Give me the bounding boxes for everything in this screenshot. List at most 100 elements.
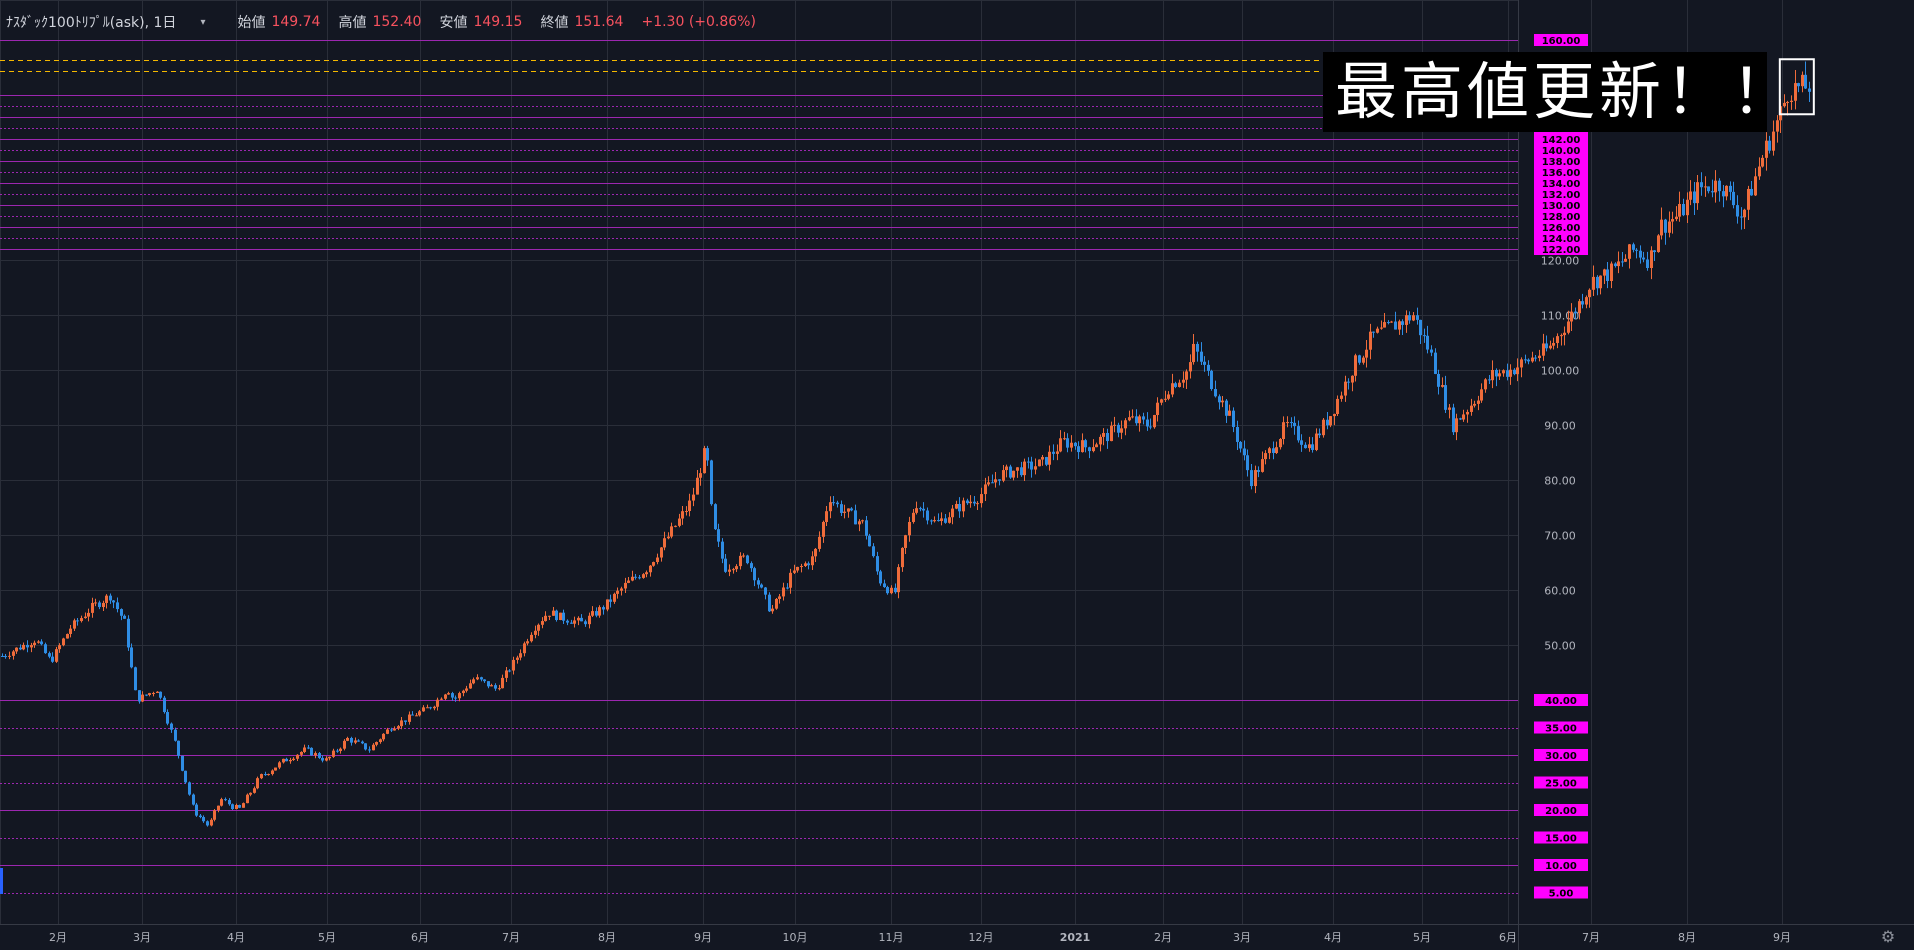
- candle-body: [436, 699, 439, 707]
- candle-body: [1070, 442, 1073, 448]
- candle-body: [1081, 440, 1084, 453]
- level-label-bg: [1534, 694, 1588, 706]
- candle-body: [703, 448, 706, 474]
- candle-body: [1102, 432, 1105, 437]
- candle-body: [1045, 457, 1048, 465]
- candle-body: [915, 508, 918, 513]
- candle-body: [1524, 359, 1527, 361]
- candle-body: [526, 641, 529, 644]
- candle-body: [1347, 381, 1350, 383]
- candle-body: [858, 521, 861, 525]
- candle-body: [1149, 426, 1152, 428]
- candle-body: [692, 494, 695, 501]
- candle-body: [897, 567, 900, 593]
- candle-body: [109, 595, 112, 601]
- candle-body: [195, 804, 198, 816]
- candle-body: [1570, 311, 1573, 322]
- level-label: 138.00: [1542, 157, 1581, 168]
- candle-body: [1358, 355, 1361, 363]
- candle-body: [390, 729, 393, 731]
- candle-body: [253, 788, 256, 793]
- candle-body: [1635, 249, 1638, 251]
- candle-body: [163, 697, 166, 713]
- candle-body: [138, 690, 141, 702]
- candle-body: [1110, 425, 1113, 442]
- candle-body: [868, 535, 871, 547]
- candle-body: [508, 670, 511, 672]
- candle-body: [645, 572, 648, 575]
- candle-body: [1117, 424, 1120, 433]
- candle-body: [1189, 362, 1192, 372]
- candle-body: [750, 563, 753, 569]
- chevron-down-icon[interactable]: ▾: [200, 16, 206, 28]
- candle-body: [116, 602, 119, 610]
- candle-body: [1689, 191, 1692, 200]
- candle-body: [487, 681, 490, 687]
- candle-body: [1484, 379, 1487, 390]
- candle-body: [55, 649, 58, 662]
- candle-body: [562, 612, 565, 621]
- candle-body: [1254, 470, 1257, 487]
- candle-body: [1531, 357, 1534, 362]
- candle-body: [12, 651, 15, 656]
- candle-body: [595, 611, 598, 616]
- candle-body: [591, 611, 594, 616]
- candle-body: [429, 707, 432, 709]
- candle-body: [249, 792, 252, 795]
- level-label: 30.00: [1545, 751, 1577, 762]
- candle-body: [800, 566, 803, 568]
- candle-body: [1297, 426, 1300, 441]
- candle-body: [22, 644, 25, 650]
- candle-body: [732, 569, 735, 571]
- candle-body: [973, 501, 976, 504]
- candle-body: [699, 473, 702, 478]
- candle-body: [134, 667, 137, 691]
- candle-body: [15, 647, 18, 652]
- candle-body: [469, 683, 472, 689]
- level-label: 124.00: [1542, 234, 1581, 245]
- candle-body: [1675, 216, 1678, 220]
- candle-body: [1599, 275, 1602, 289]
- candle-body: [1261, 459, 1264, 472]
- candle-body: [757, 580, 760, 585]
- candle-body: [1020, 467, 1023, 476]
- candle-body: [1362, 357, 1365, 363]
- gear-icon[interactable]: ⚙: [1880, 926, 1896, 946]
- candle-body: [804, 563, 807, 567]
- candle-body: [94, 602, 97, 604]
- candle-body: [102, 602, 105, 608]
- candle-body: [300, 751, 303, 755]
- candle-body: [1106, 432, 1109, 442]
- candle-body: [1214, 389, 1217, 397]
- candle-body: [1182, 379, 1185, 383]
- candle-body: [1722, 191, 1725, 197]
- candle-body: [1506, 370, 1509, 377]
- scroll-marker[interactable]: [0, 868, 3, 894]
- candle-body: [1192, 343, 1195, 363]
- y-tick-label: 100.00: [1541, 365, 1580, 378]
- candle-body: [937, 520, 940, 522]
- candle-body: [854, 510, 857, 525]
- candle-body: [465, 688, 468, 691]
- symbol-label[interactable]: ﾅｽﾀﾞｯｸ100ﾄﾘﾌﾟﾙ(ask), 1日: [6, 15, 177, 31]
- x-tick-label: 2月: [49, 931, 67, 944]
- candle-body: [865, 520, 868, 536]
- candle-body: [822, 521, 825, 537]
- candle-body: [264, 774, 267, 776]
- candle-body: [76, 620, 79, 622]
- candle-body: [1052, 451, 1055, 454]
- candle-body: [1534, 357, 1537, 359]
- candle-body: [1743, 209, 1746, 218]
- candle-body: [1012, 470, 1015, 478]
- candle-body: [872, 546, 875, 557]
- candle-body: [1084, 440, 1087, 448]
- candle-body: [321, 757, 324, 761]
- candle-body: [584, 621, 587, 625]
- x-tick-label: 9月: [694, 931, 712, 944]
- candle-body: [1437, 373, 1440, 387]
- candle-body: [120, 609, 123, 616]
- candle-body: [1185, 371, 1188, 380]
- candle-body: [159, 691, 162, 698]
